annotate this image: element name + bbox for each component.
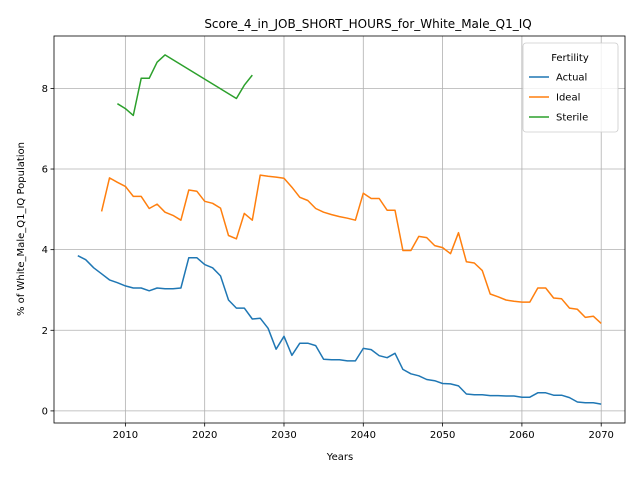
y-axis-label: % of White_Male_Q1_IQ Population <box>16 142 27 316</box>
legend-title: Fertility <box>551 53 589 64</box>
y-tick-label: 8 <box>42 84 48 95</box>
y-tick-label: 0 <box>42 406 48 417</box>
series-lines <box>77 54 602 405</box>
legend: Fertility Actual Ideal Sterile <box>522 42 619 133</box>
x-axis-label: Years <box>326 452 353 463</box>
legend-box <box>522 42 619 133</box>
x-tick-label: 2010 <box>113 430 138 441</box>
legend-label-sterile: Sterile <box>556 113 588 124</box>
series-line-ideal <box>100 174 602 324</box>
series-line-actual <box>77 255 602 405</box>
x-tick-label: 2060 <box>509 430 534 441</box>
legend-label-actual: Actual <box>556 73 587 84</box>
x-tick-label: 2070 <box>588 430 613 441</box>
axis-ticks: 2010 2020 2030 2040 2050 2060 2070 0 2 4 6 8 <box>42 84 614 441</box>
grid <box>54 36 625 423</box>
legend-label-ideal: Ideal <box>556 93 580 104</box>
plot-frame <box>53 35 626 424</box>
y-tick-label: 6 <box>42 165 48 176</box>
series-line-sterile <box>117 54 253 117</box>
x-tick-label: 2050 <box>430 430 455 441</box>
x-tick-label: 2040 <box>351 430 376 441</box>
x-tick-label: 2030 <box>271 430 296 441</box>
y-tick-label: 2 <box>42 326 48 337</box>
y-tick-label: 4 <box>42 245 48 256</box>
x-tick-label: 2020 <box>192 430 217 441</box>
chart-title: Score_4_in_JOB_SHORT_HOURS_for_White_Mal… <box>204 17 531 31</box>
